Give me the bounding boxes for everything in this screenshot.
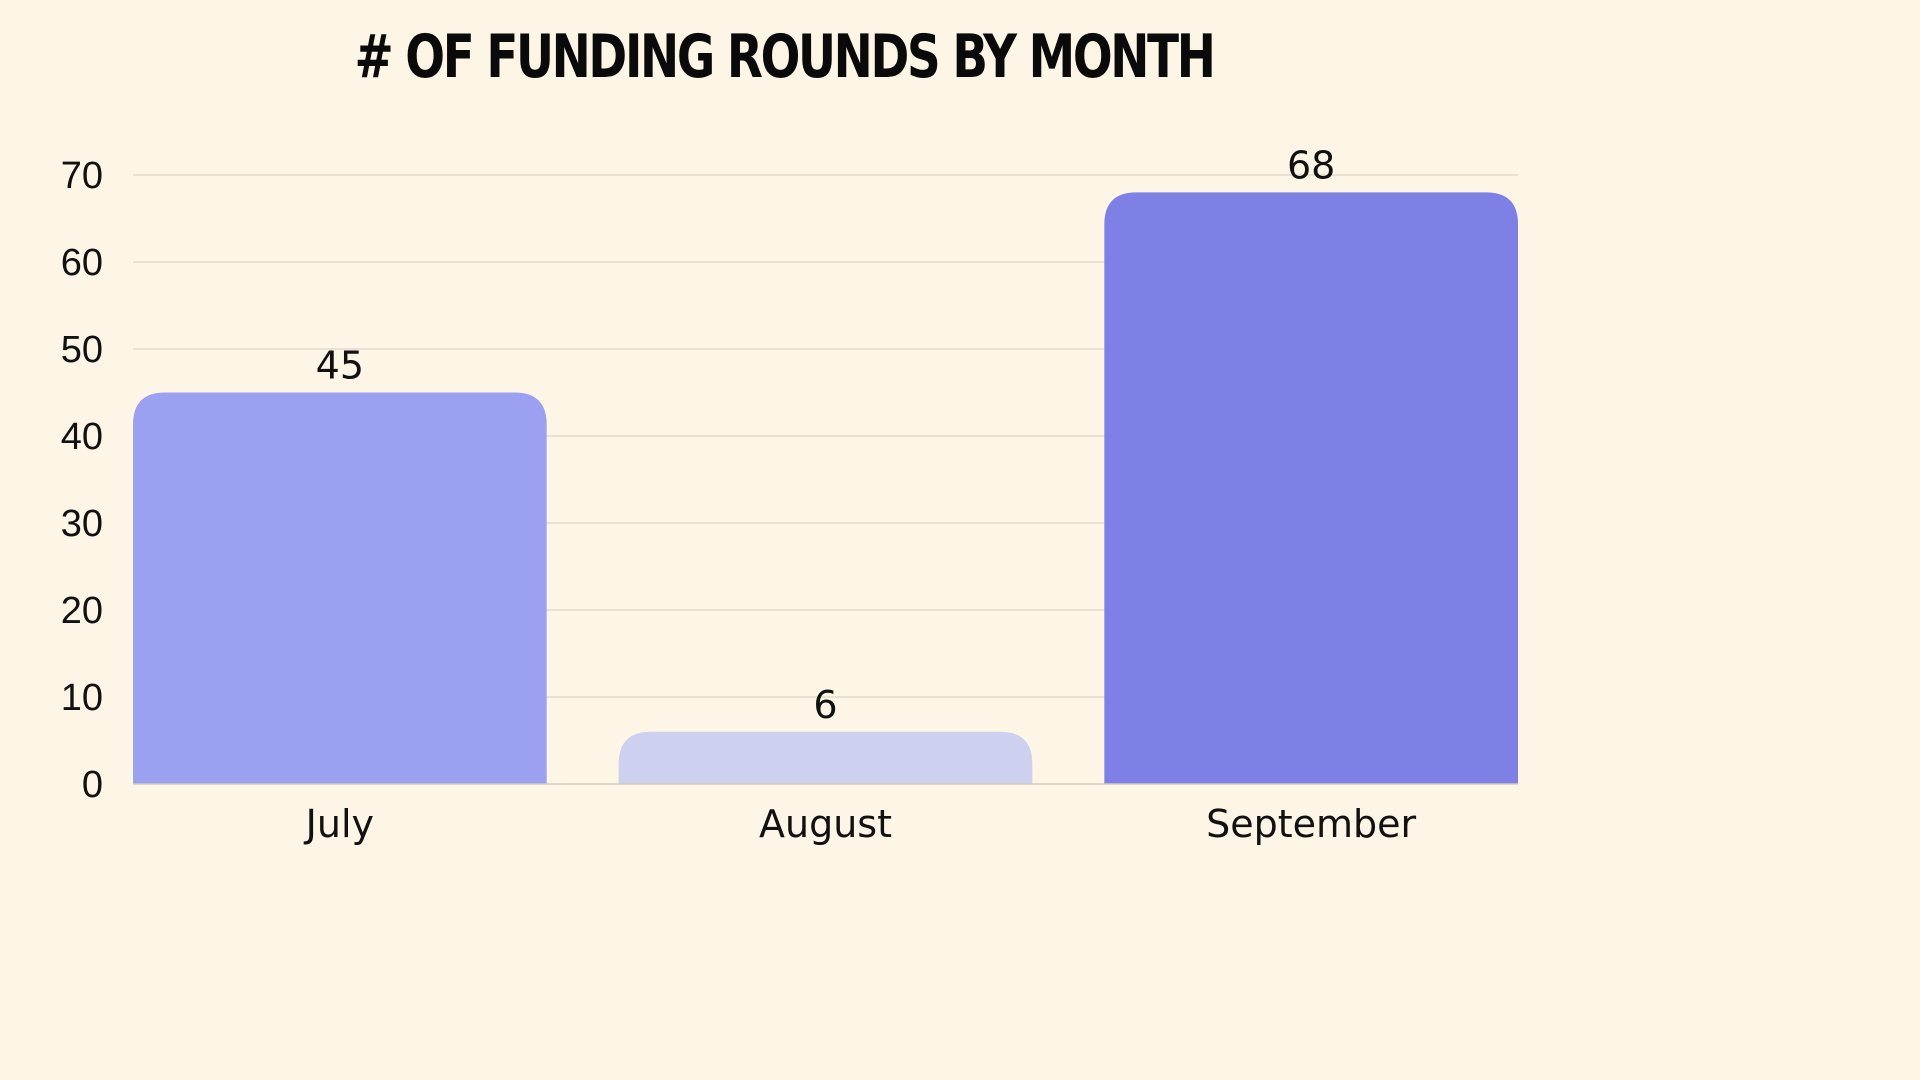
data-label-july: 45: [316, 344, 364, 388]
bar-chart: 0 10 20 30 40 50 60 70 45 July 6 August 68 September: [61, 143, 1518, 846]
y-tick-label-30: 30: [61, 503, 103, 545]
chart-container: # OF FUNDING ROUNDS BY MONTH 0 10 20 30 40 50…: [60, 22, 1518, 846]
bar-september: [1104, 192, 1518, 784]
x-tick-label-august: August: [759, 802, 892, 846]
y-tick-label-70: 70: [61, 155, 103, 197]
bar-august: [618, 731, 1033, 784]
y-tick-label-50: 50: [61, 329, 103, 371]
x-tick-label-september: September: [1206, 802, 1416, 846]
chart-title: # OF FUNDING ROUNDS BY MONTH: [354, 22, 1215, 92]
y-tick-label-40: 40: [61, 416, 103, 458]
data-label-september: 68: [1287, 143, 1335, 187]
x-tick-label-july: July: [304, 802, 374, 846]
data-label-august: 6: [813, 683, 837, 727]
y-tick-label-60: 60: [61, 242, 103, 284]
y-tick-label-0: 0: [82, 764, 103, 806]
bar-july: [133, 392, 547, 784]
y-tick-label-10: 10: [61, 677, 103, 719]
y-tick-label-20: 20: [61, 590, 103, 632]
